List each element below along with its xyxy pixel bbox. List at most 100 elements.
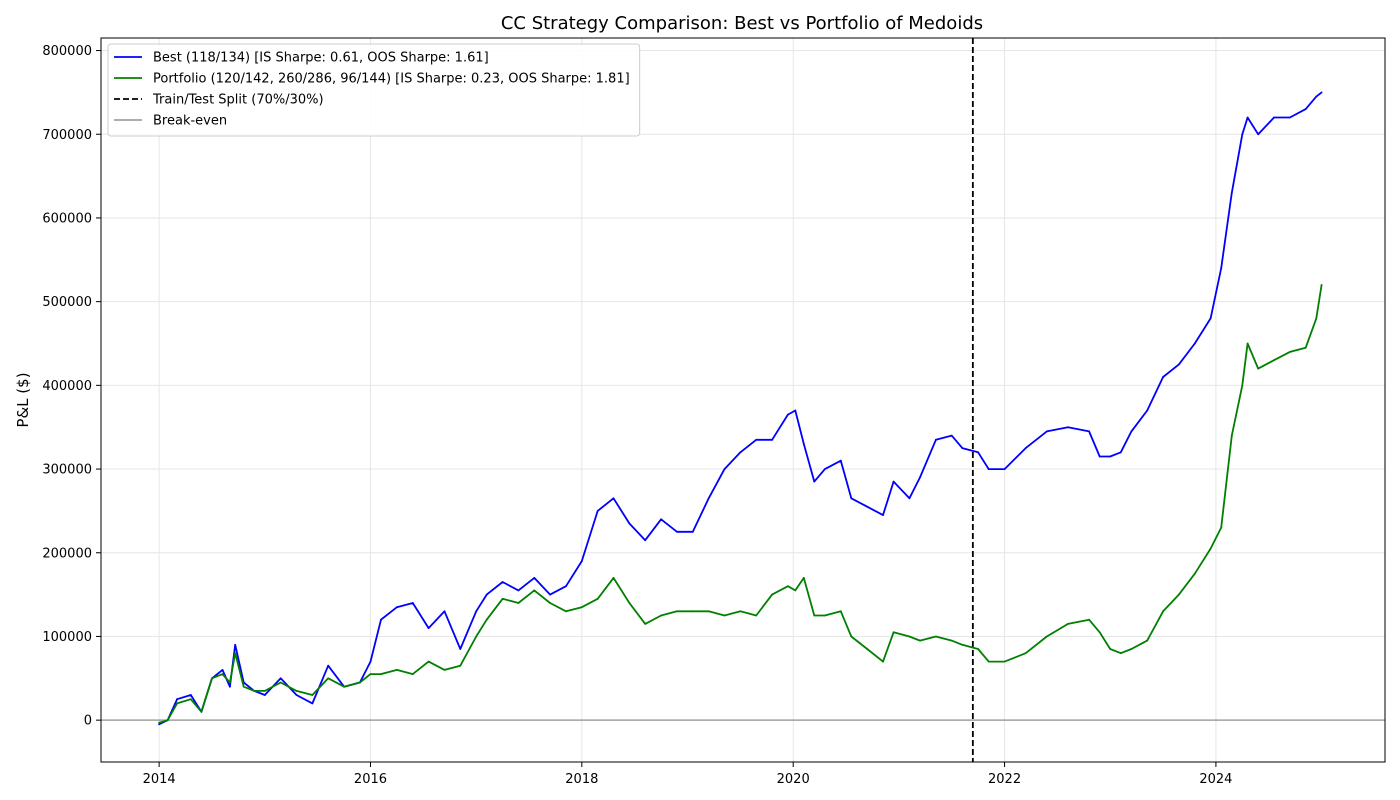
series-1-point [977,648,979,650]
series-1-point [660,614,662,617]
series-0-point [882,514,884,516]
series-0-point [459,648,462,650]
series-0-point [1003,468,1006,470]
series-1-point [1241,384,1244,387]
series-1-point [189,698,192,701]
series-1-point [158,721,161,724]
series-1-point [517,602,520,604]
series-1-point [1230,434,1233,437]
y-tick-label: 200000 [42,546,92,561]
series-1-point [1088,618,1090,621]
series-1-point [1119,652,1122,655]
series-1-point [549,602,551,604]
x-tick-label: 2014 [143,772,176,787]
series-0-point [1246,116,1249,119]
series-1-point [935,635,937,638]
series-1-point [919,639,921,642]
series-0-point [427,627,430,629]
y-tick-label: 300000 [42,463,92,478]
series-0-point [1130,430,1133,433]
series-0-point [1178,363,1180,366]
series-0-point [1067,426,1069,429]
series-1-point [229,681,231,684]
y-tick-label: 500000 [42,295,92,310]
series-1-point [644,623,647,625]
series-0-point [987,468,990,470]
series-1-point [580,606,583,609]
series-1-point [396,669,398,671]
x-axis: 2014 2016 2018 2020 2022 2024 [143,762,1232,787]
series-lines [158,91,1323,726]
series-1-point [411,673,414,675]
series-1-point [1304,346,1307,349]
x-tick-label: 2024 [1199,772,1232,787]
series-1-point [501,597,504,600]
series-1-point [1257,367,1260,370]
series-0-point [771,438,773,441]
series-1-point [1246,342,1249,345]
series-1-point [1289,351,1291,353]
series-0-point [1315,95,1318,98]
series-0-point [580,560,583,562]
series-1-point [1315,317,1318,320]
series-0-point [1193,342,1196,345]
series-0-point [1273,116,1275,119]
series-0-point [676,530,678,533]
series-0-point [1209,317,1212,320]
series-0-point [1088,430,1090,433]
series-0-point [221,669,224,671]
series-0-point [1098,455,1101,458]
series-1-point [987,660,990,663]
series-0-point [565,585,567,588]
series-1-point [200,710,203,713]
series-0-point [723,468,726,470]
series-1-point [343,685,345,688]
series-1-point [612,577,615,579]
series-0-point [691,530,694,533]
series-0-point [501,581,504,583]
series-1-point [565,610,567,613]
series-1-point [359,681,361,684]
series-1-point [443,669,446,671]
reference-lines [101,38,1385,762]
plot-frame [100,37,1386,763]
series-0-point [1162,376,1164,378]
chart-title: CC Strategy Comparison: Best vs Portfoli… [501,13,983,34]
series-1-point [327,677,330,680]
series-0-point [443,610,446,613]
series-1-point [824,614,826,617]
series-0-point [977,451,979,454]
series-0-point [1024,447,1027,449]
series-1-point [279,681,282,684]
series-1-point [628,602,631,604]
series-1-point [1003,660,1006,663]
series-0-point [263,694,266,696]
series-0-point [549,593,551,596]
series-0-point [866,505,869,508]
series-1-point [475,635,478,638]
legend-label-3: Break-even [153,114,227,129]
series-0-point [739,451,742,454]
series-0-point [892,480,895,483]
legend-label-0: Best (118/134) [IS Sharpe: 0.61, OOS Sha… [153,51,489,66]
series-1-point [427,660,430,663]
series-0-point [919,476,921,479]
series-1-point [892,631,895,634]
series-1-point [813,614,816,617]
series-0-point [813,480,816,483]
series-1-point [596,597,599,600]
series-1-point [1098,631,1101,634]
series-0-point [411,602,414,604]
series-1-point [242,685,245,688]
series-0-point [189,694,192,696]
series-1-point [739,610,742,613]
series-1-point [908,635,911,638]
series-0-point [234,643,237,646]
series-0-point [824,468,826,470]
series-0-point [1230,191,1233,194]
series-0-point [1220,267,1223,270]
series-1-point [1162,610,1164,613]
series-1-point [1193,572,1196,575]
y-axis: 0 100000 200000 300000 400000 500000 600000 700… [42,44,101,729]
y-tick-label: 800000 [42,44,92,59]
